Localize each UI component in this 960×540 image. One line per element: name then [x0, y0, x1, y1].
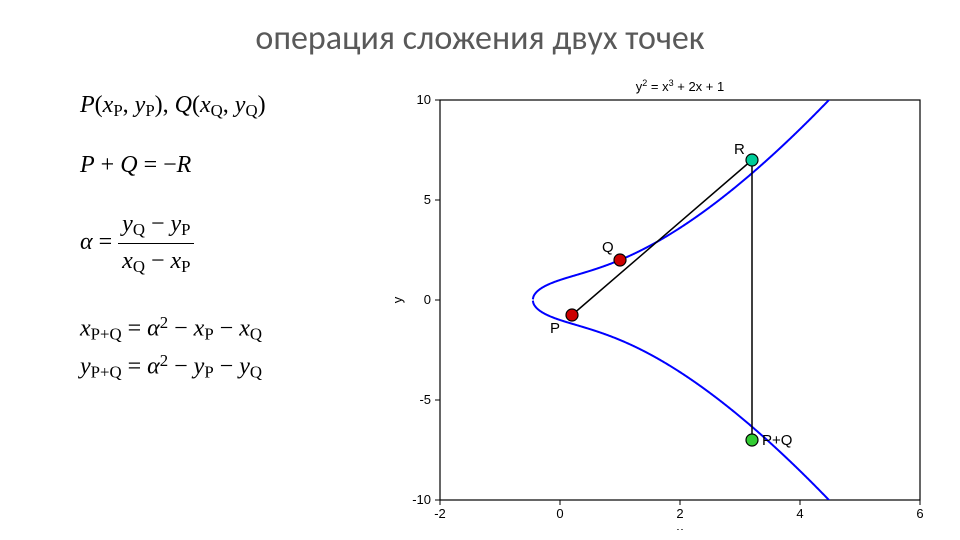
svg-text:0: 0: [424, 292, 431, 307]
formulas-block: P(xP, yP), Q(xQ, yQ) P + Q = −R α = yQ −…: [80, 90, 380, 411]
formula-xres: xP+Q = α2 − xP − xQ: [80, 312, 380, 346]
svg-text:R: R: [734, 141, 745, 158]
formula-yres: yP+Q = α2 − yP − yQ: [80, 350, 380, 384]
svg-text:P: P: [550, 320, 560, 337]
elliptic-curve-chart: -2 0 2 4 6 -10 -5 0 5 10 x y y2 = x3 + 2x + 1 P Q R P+Q: [380, 70, 940, 530]
svg-text:4: 4: [796, 506, 803, 521]
svg-text:0: 0: [556, 506, 563, 521]
svg-text:P+Q: P+Q: [762, 432, 792, 449]
svg-text:10: 10: [417, 92, 431, 107]
svg-text:5: 5: [424, 192, 431, 207]
svg-text:-10: -10: [412, 492, 431, 507]
svg-text:x: x: [677, 524, 684, 530]
svg-text:y2 = x3 + 2x + 1: y2 = x3 + 2x + 1: [636, 78, 724, 94]
svg-text:6: 6: [916, 506, 923, 521]
svg-text:2: 2: [676, 506, 683, 521]
svg-text:Q: Q: [602, 239, 614, 256]
formula-alpha: α = yQ − yP xQ − xP: [80, 209, 380, 278]
formula-points: P(xP, yP), Q(xQ, yQ): [80, 90, 380, 122]
svg-text:y: y: [390, 296, 405, 303]
svg-text:-2: -2: [434, 506, 446, 521]
slide-title: операция сложения двух точек: [0, 18, 960, 59]
svg-text:-5: -5: [419, 392, 431, 407]
formula-sum: P + Q = −R: [80, 150, 380, 181]
